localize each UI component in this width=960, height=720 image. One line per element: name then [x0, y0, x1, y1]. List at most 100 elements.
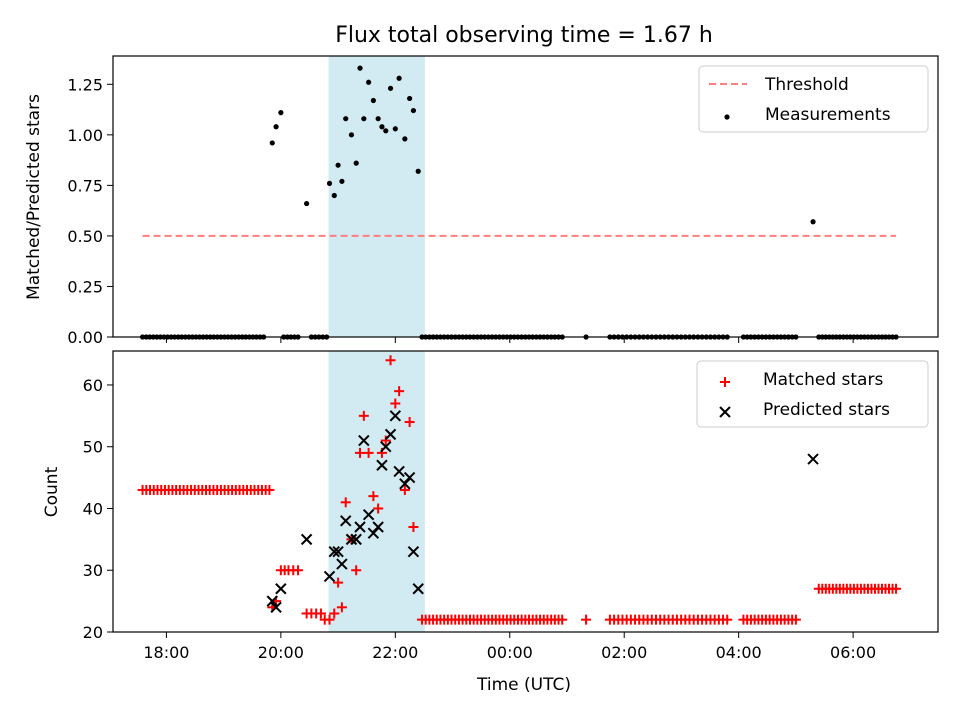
x-marker-b	[393, 465, 405, 478]
x-marker-b	[323, 570, 336, 583]
legend-box	[698, 65, 929, 133]
legend-measurement-swatch	[724, 114, 730, 120]
plot-frame	[112, 350, 939, 633]
y-tick-label: 60	[83, 376, 103, 395]
matched-star-point	[891, 583, 902, 594]
matched-star-point	[336, 602, 347, 613]
measurement-point	[269, 140, 275, 146]
measurement-point	[335, 162, 341, 168]
measurement-point	[357, 65, 363, 71]
x-marker-b	[403, 471, 416, 484]
x-marker-b	[358, 434, 370, 447]
predicted-star-point	[807, 453, 819, 465]
y-tick-label: 1.00	[67, 126, 103, 145]
matched-star-point	[351, 565, 362, 576]
matched-star-point	[358, 410, 369, 421]
x-marker-b	[389, 410, 402, 422]
x-tick-label: 22:00	[372, 643, 418, 662]
matched-star-point	[557, 614, 568, 625]
predicted-star-point	[350, 533, 362, 546]
x-marker-b	[270, 601, 282, 614]
predicted-star-point	[384, 428, 397, 441]
predicted-star-point	[340, 515, 352, 527]
matched-star-point	[264, 484, 275, 495]
y-tick-label: 0.25	[67, 277, 103, 296]
x-marker-b	[332, 546, 344, 558]
y-tick-label: 0.00	[67, 328, 103, 347]
observing-window-span	[328, 56, 425, 337]
measurement-point	[370, 97, 376, 104]
predicted-star-point	[358, 434, 370, 447]
predicted-star-point	[332, 546, 344, 558]
y-tick-label: 50	[83, 438, 103, 457]
predicted-star-point	[407, 546, 420, 558]
measurement-point	[375, 116, 381, 122]
x-axis-label: Time (UTC)	[476, 675, 571, 695]
matched-star-point	[333, 577, 344, 588]
x-marker-b	[372, 521, 384, 533]
matched-star-point	[324, 614, 335, 625]
measurement-point	[810, 219, 816, 225]
measurement-point	[326, 180, 333, 186]
x-tick-label: 18:00	[143, 643, 189, 662]
matched-star-point	[385, 355, 396, 366]
matched-star-point	[408, 522, 419, 533]
matched-star-point	[340, 497, 351, 508]
predicted-star-point	[270, 601, 282, 614]
predicted-star-point	[412, 583, 424, 595]
predicted-star-point	[403, 471, 416, 484]
predicted-star-point	[275, 583, 287, 595]
measurement-point	[304, 200, 310, 207]
predicted-star-point	[393, 465, 405, 478]
measurement-point	[343, 116, 349, 122]
predicted-star-point	[336, 558, 348, 570]
measurement-point	[415, 168, 421, 174]
measurement-point	[396, 75, 402, 81]
top-y-axis-label: Matched/Predicted stars	[24, 94, 44, 300]
x-tick-label: 00:00	[487, 643, 533, 662]
predicted-star-point	[376, 459, 388, 471]
x-marker-b	[407, 546, 420, 558]
matched-star-point	[399, 484, 410, 495]
measurement-point	[402, 136, 408, 142]
x-marker-b	[350, 533, 362, 546]
matched-star-point	[581, 614, 592, 625]
matched-star-point	[293, 565, 304, 576]
x-marker-b	[384, 428, 397, 441]
matched-star-point	[790, 614, 801, 625]
matched-star-point	[394, 386, 405, 397]
predicted-star-point	[354, 521, 366, 533]
measurement-point	[353, 160, 359, 166]
x-marker-b	[376, 459, 388, 471]
matched-star-point	[722, 614, 733, 625]
measurement-point	[273, 124, 279, 130]
measurement-point	[348, 132, 355, 138]
figure-title: Flux total observing time = 1.67 h	[335, 23, 713, 48]
matched-star-point	[363, 447, 374, 458]
x-tick-label: 02:00	[601, 643, 647, 662]
measurement-point	[366, 79, 372, 85]
x-marker-b	[807, 453, 819, 465]
x-marker-b	[380, 441, 392, 453]
x-marker-b	[266, 595, 278, 607]
legend-label: Measurements	[765, 105, 891, 125]
matched-star-point	[329, 608, 340, 619]
measurement-point	[410, 107, 417, 114]
predicted-star-point	[323, 570, 336, 583]
predicted-star-point	[300, 533, 313, 546]
matched-star-point	[390, 398, 401, 409]
measurement-point	[407, 95, 413, 102]
matched-star-point	[315, 608, 326, 619]
x-tick-label: 04:00	[716, 643, 762, 662]
measurement-point	[278, 110, 284, 116]
x-marker-b	[336, 558, 348, 570]
bottom-panel: 20 30 40 50 60 18:00 20:00 22:00 00:00 02:00 04:00…	[83, 350, 939, 662]
measurement-point	[392, 126, 398, 132]
x-marker-b	[345, 533, 358, 546]
matched-star-point	[368, 491, 379, 502]
x-marker-b	[300, 533, 313, 546]
y-tick-label: 30	[83, 561, 103, 580]
observing-window-span	[328, 351, 425, 632]
matched-star-point	[404, 417, 415, 428]
